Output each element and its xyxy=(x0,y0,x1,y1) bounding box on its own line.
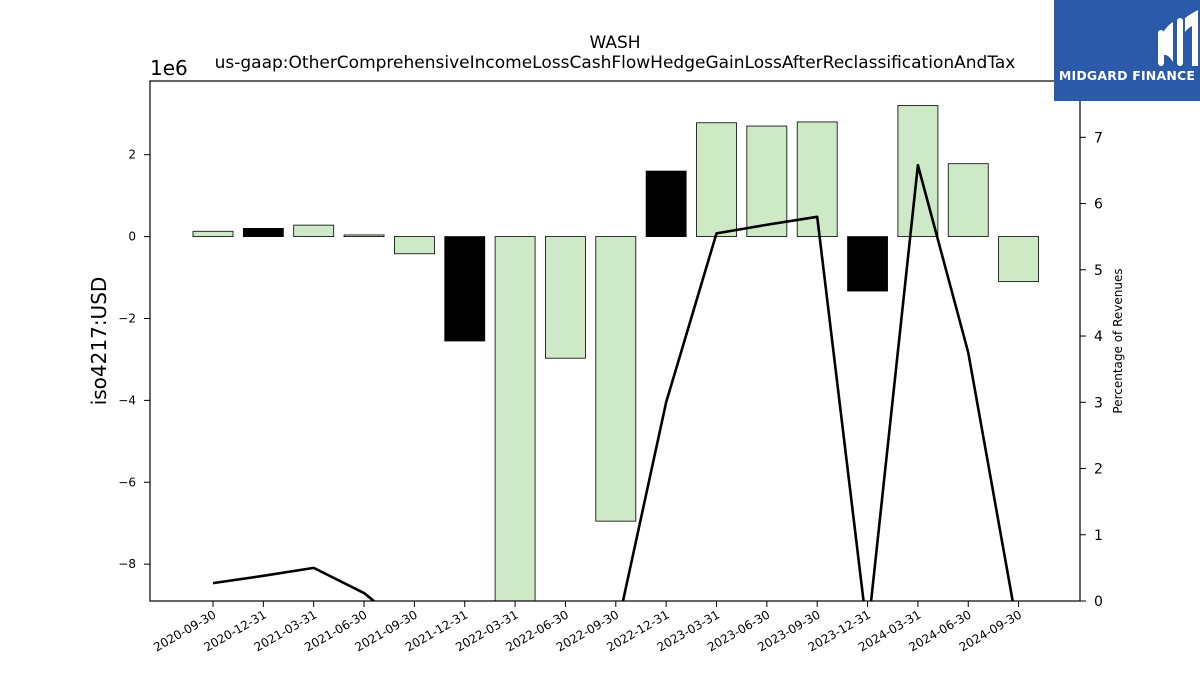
y-axis-label: iso4217:USD xyxy=(87,277,111,406)
bars xyxy=(192,105,1039,601)
y2-tick-label: 0 xyxy=(1094,594,1103,610)
y-scale-label: 1e6 xyxy=(150,56,188,80)
y2-tick-label: 3 xyxy=(1094,395,1103,411)
bar-2021-06-30 xyxy=(343,234,385,237)
y2-tick-label: 1 xyxy=(1094,528,1103,544)
y2-tick-label: 7 xyxy=(1094,130,1103,146)
logo-text: MIDGARD FINANCE xyxy=(1058,68,1196,83)
bar-2022-06-30 xyxy=(545,236,586,359)
bar-2023-03-31 xyxy=(696,122,737,237)
bar-2020-09-30 xyxy=(192,230,234,237)
plot-frame xyxy=(149,80,1081,602)
bar-2024-06-30 xyxy=(947,163,989,237)
y2-tick-label: 6 xyxy=(1094,197,1103,213)
y-tick-label: 2 xyxy=(128,148,136,162)
y2-axis-label: Percentage of Revenues xyxy=(1111,268,1125,413)
bar-2024-09-30 xyxy=(998,236,1039,283)
bar-2023-12-31 xyxy=(847,236,888,292)
y-tick-label: 0 xyxy=(128,230,136,244)
chart-subtitle: us-gaap:OtherComprehensiveIncomeLossCash… xyxy=(215,53,1016,73)
y-tick-label: −4 xyxy=(118,393,136,407)
y2-tick-label: 5 xyxy=(1094,263,1103,279)
bar-2023-06-30 xyxy=(746,125,788,237)
bar-2021-12-31 xyxy=(444,236,486,342)
chart-title: WASH xyxy=(589,33,640,53)
percentage-line xyxy=(212,163,1014,601)
bar-2022-03-31 xyxy=(494,236,536,601)
y-tick-label: −6 xyxy=(118,475,136,489)
bar-2021-09-30 xyxy=(393,236,435,255)
y-tick-label: −2 xyxy=(118,311,136,325)
y2-tick-label: 4 xyxy=(1094,329,1103,345)
y-tick-label: −8 xyxy=(118,557,136,571)
brand-logo: MIDGARD FINANCE xyxy=(1054,0,1200,101)
bar-2022-12-31 xyxy=(645,170,687,237)
logo-mark-icon xyxy=(1158,10,1198,66)
plot-area: −8−6−4−202012345672020-09-302020-12-3120… xyxy=(118,80,1103,654)
y2-tick-label: 2 xyxy=(1094,462,1103,478)
bar-2022-09-30 xyxy=(595,236,637,522)
bar-2020-12-31 xyxy=(242,228,284,237)
bar-2021-03-31 xyxy=(293,224,335,237)
